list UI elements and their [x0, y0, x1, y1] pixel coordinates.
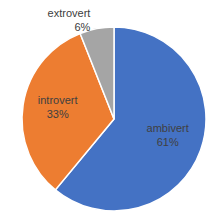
pie-slice — [80, 27, 114, 119]
value-label: 6% — [74, 21, 90, 33]
data-label: introvert 33% — [38, 94, 78, 120]
category-label: ambivert — [147, 122, 189, 134]
chart: ambivert 61% introvert 33% extrovert 6% — [0, 0, 222, 212]
category-label: introvert — [38, 94, 78, 106]
data-label: extrovert 6% — [48, 7, 91, 33]
data-labels: ambivert 61% introvert 33% extrovert 6% — [38, 7, 189, 149]
value-label: 61% — [157, 136, 179, 148]
category-label: extrovert — [48, 7, 91, 19]
data-label: ambivert 61% — [147, 122, 189, 148]
value-label: 33% — [47, 108, 69, 120]
pie — [22, 27, 206, 211]
